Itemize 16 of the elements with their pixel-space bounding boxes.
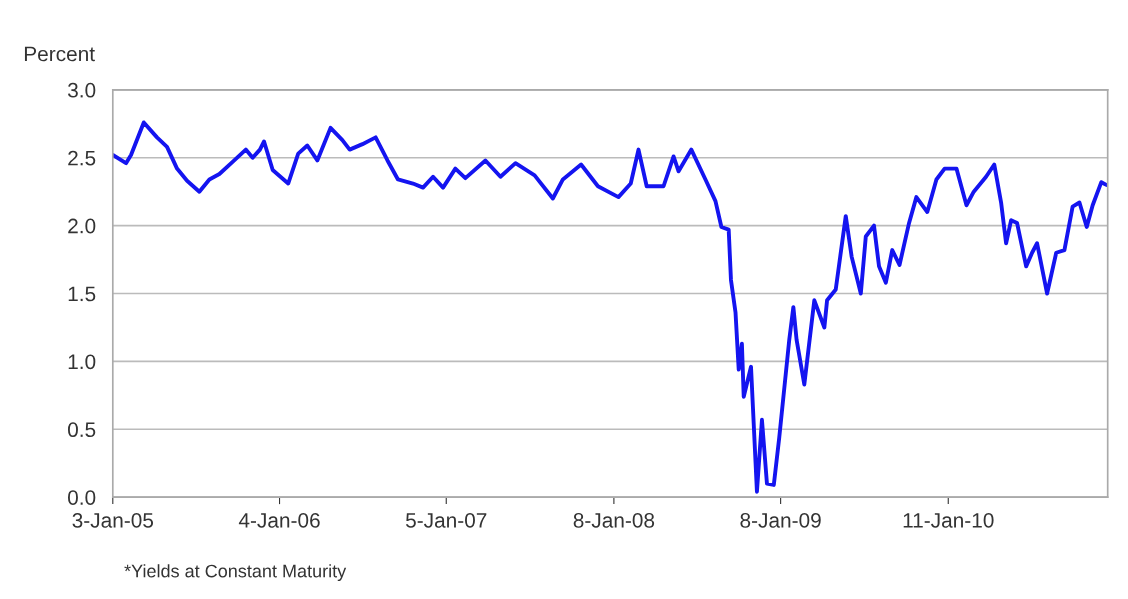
- y-tick-label: 1.0: [68, 354, 96, 370]
- y-tick-label: 2.5: [68, 150, 96, 166]
- x-tick-label: 11-Jan-10: [903, 513, 994, 528]
- y-tick-label: 1.5: [68, 286, 96, 302]
- y-tick-label: 2.0: [68, 218, 96, 234]
- y-tick-label: 3.0: [67, 82, 96, 98]
- line-series: [112, 120, 1108, 494]
- x-tick-label: 5-Jan-07: [405, 513, 487, 528]
- x-tick-label: 8-Jan-08: [573, 513, 655, 528]
- y-tick-label: 0.5: [67, 422, 96, 438]
- x-tick-label: 4-Jan-06: [238, 513, 320, 528]
- x-tick-label: 3-Jan-05: [72, 513, 154, 528]
- y-axis-title: Percent: [24, 46, 95, 62]
- x-tick-label: 8-Jan-09: [740, 513, 821, 528]
- text: *Yields at Constant Maturity: [124, 564, 347, 582]
- y-tick-label: 0.0: [67, 490, 96, 505]
